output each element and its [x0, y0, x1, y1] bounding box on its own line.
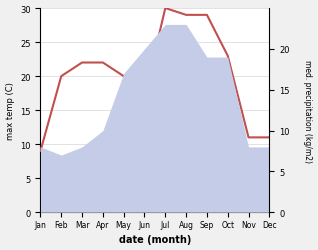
- Y-axis label: max temp (C): max temp (C): [5, 82, 15, 140]
- Y-axis label: med. precipitation (kg/m2): med. precipitation (kg/m2): [303, 60, 313, 162]
- X-axis label: date (month): date (month): [119, 234, 191, 244]
